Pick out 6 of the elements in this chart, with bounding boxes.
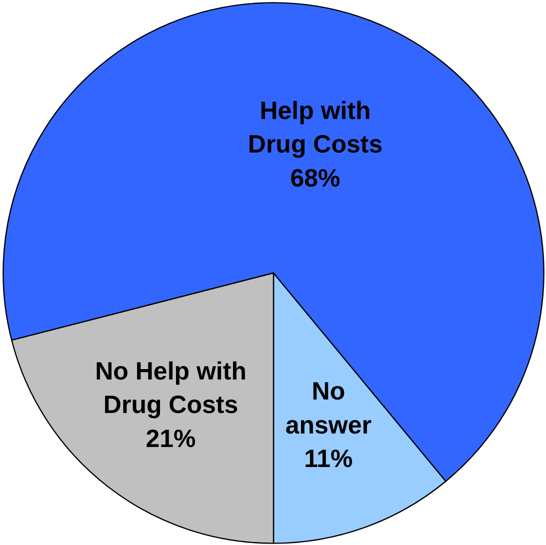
- slice-label: No answer: [285, 378, 372, 440]
- data-label: 11%: [304, 444, 353, 473]
- data-label: 68%: [290, 164, 340, 192]
- slice-label: No Help with Drug Costs: [95, 358, 246, 420]
- data-label: 21%: [146, 424, 196, 453]
- slice-label: Help with Drug Costs: [248, 97, 383, 159]
